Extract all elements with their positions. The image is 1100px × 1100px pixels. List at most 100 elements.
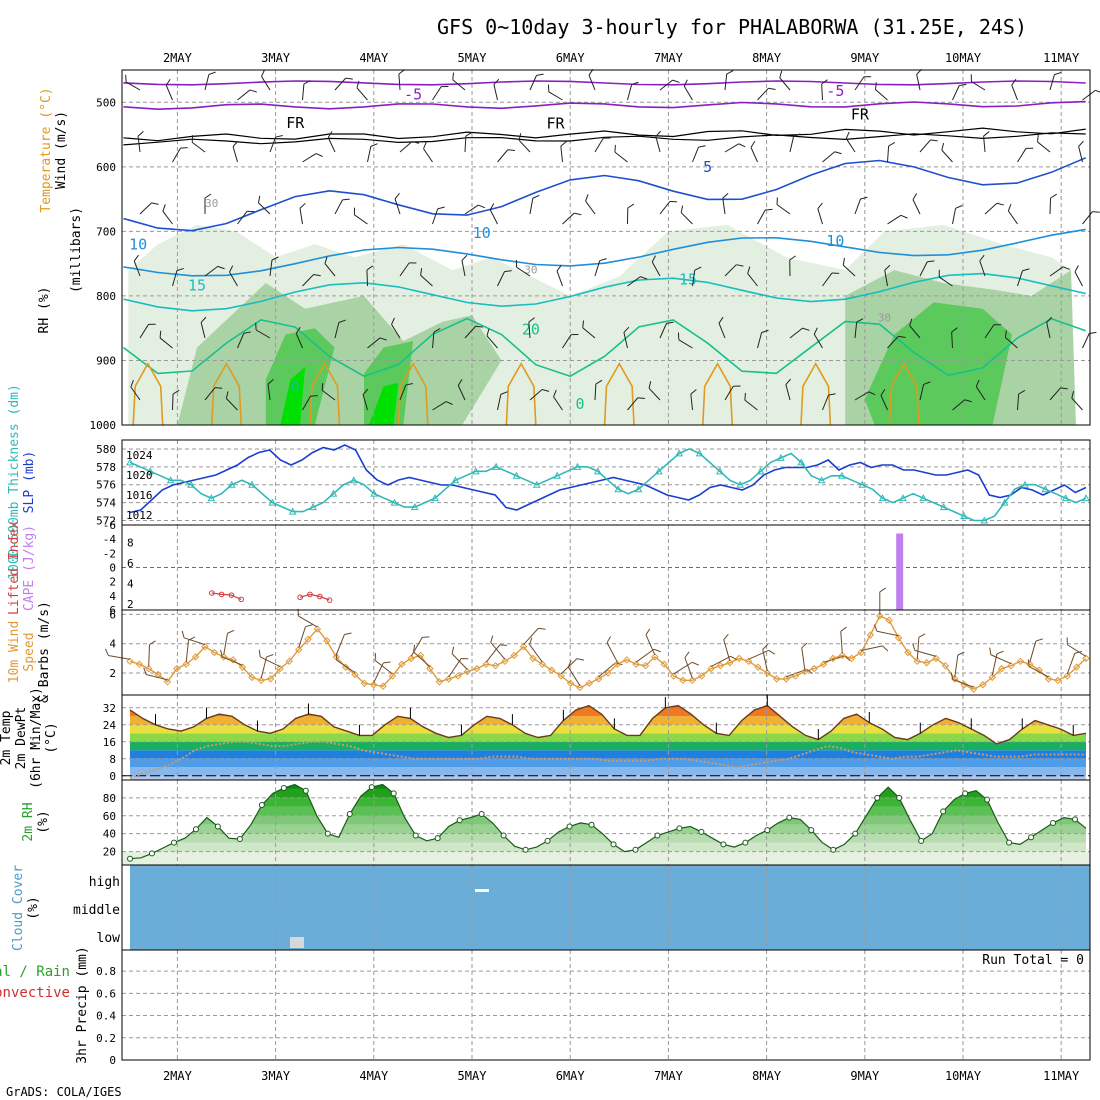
thickness-point: [207, 494, 216, 502]
li-point: [228, 592, 235, 598]
wind-barb-flag: [1004, 330, 1007, 338]
cloud-tick-label: low: [97, 931, 121, 946]
temp-contour--5: [123, 100, 1086, 111]
sfc-wind-barb: [1027, 659, 1049, 678]
wind-barb-shaft: [560, 146, 563, 163]
wind-barb-flag: [165, 78, 171, 86]
sfc-wind-barb-shaft: [221, 656, 243, 666]
thickness-point: [756, 467, 765, 475]
date-label-top: 3MAY: [261, 51, 291, 65]
thickness-point: [919, 494, 928, 502]
wind-speed-point: [304, 635, 312, 644]
y-tick-label: 8: [109, 753, 116, 766]
sfc-wind-barb-shaft: [762, 649, 768, 672]
sfc-wind-barb-flag: [576, 658, 585, 661]
li-point: [218, 591, 225, 598]
wind-barb-shaft: [938, 276, 953, 287]
wind-barb-shaft: [594, 138, 604, 153]
wind-barb: [1037, 134, 1051, 153]
wind-speed-point: [641, 661, 650, 670]
sfc-wind-barb-flag: [374, 653, 377, 661]
panel-axis-label: (°C): [44, 722, 59, 753]
wind-barb-shaft: [822, 394, 829, 411]
wind-barb-flag: [338, 319, 346, 323]
wind-barb-shaft: [137, 136, 141, 153]
rh-point: [588, 821, 595, 828]
wind-barb-shaft: [757, 209, 766, 225]
rh-point: [280, 785, 287, 792]
thickness-point: [573, 462, 582, 470]
wind-speed-point: [519, 642, 528, 651]
wind-barb-shaft: [1007, 210, 1018, 225]
wind-barb-shaft: [627, 276, 641, 287]
date-label-bottom: 9MAY: [850, 1069, 880, 1083]
y-tick-label: 0.6: [96, 987, 116, 1000]
wind-barb: [659, 200, 678, 215]
wind-speed-point: [660, 660, 668, 668]
wind-barb-shaft: [1082, 333, 1090, 349]
rh-point: [324, 830, 331, 837]
sfc-wind-barb-shaft: [840, 631, 843, 654]
date-label-bottom: 4MAY: [359, 1069, 389, 1083]
sfc-wind-barb-flag: [1027, 659, 1030, 667]
wind-barb-shaft: [299, 208, 303, 225]
wind-barb-shaft: [489, 209, 498, 225]
wind-barb-flag: [923, 381, 931, 385]
wind-barb: [237, 331, 251, 349]
contour-label: -5: [826, 82, 844, 100]
wind-barb-flag: [366, 265, 374, 271]
wind-barb-flag: [461, 254, 468, 261]
date-label-bottom: 3MAY: [261, 1069, 291, 1083]
wind-barb-flag: [215, 387, 223, 389]
wind-barb-shaft: [423, 148, 433, 163]
wind-barb: [722, 192, 729, 215]
wind-barb-shaft: [757, 87, 769, 101]
wind-barb-shaft: [952, 399, 966, 411]
wind-barb-shaft: [776, 204, 791, 215]
sfc-wind-barb-shaft: [1067, 644, 1087, 657]
wind-barb-shaft: [529, 198, 534, 215]
sfc-wind-barb-shaft: [673, 661, 693, 675]
thickness-point: [553, 471, 561, 479]
wind-barb: [724, 143, 746, 153]
wind-barb: [887, 214, 908, 225]
wind-barb-flag: [303, 80, 311, 85]
wind-speed-point: [969, 685, 978, 693]
thickness-point: [309, 503, 317, 511]
temp-band: [130, 758, 1086, 768]
contour-label: 5: [703, 158, 712, 176]
wind-barb-flag: [541, 389, 550, 392]
wind-barb-shaft: [744, 399, 758, 411]
sfc-wind-barb: [485, 644, 507, 663]
rh-point: [742, 839, 749, 846]
wind-barb-shaft: [585, 200, 596, 215]
panel-axis-label: 2m DewPt: [14, 707, 29, 770]
wind-barb: [594, 258, 607, 277]
wind-barb-shaft: [562, 334, 572, 349]
wind-barb-shaft: [651, 261, 661, 277]
wind-barb-flag: [627, 203, 635, 209]
sfc-wind-barb: [684, 651, 693, 679]
temp-band: [130, 767, 1086, 776]
wind-barb-flag: [1022, 268, 1030, 272]
rh-line: [129, 783, 1087, 860]
wind-barb: [1046, 316, 1053, 339]
thickness-point: [899, 494, 907, 502]
wind-barb: [464, 325, 483, 339]
wind-barb-shaft: [975, 386, 986, 401]
sfc-wind-barb: [723, 633, 731, 661]
contour-label: FR: [286, 114, 305, 132]
sfc-wind-barb-shaft: [567, 666, 581, 686]
wind-barb-shaft: [854, 391, 869, 401]
wind-barb-flag: [677, 332, 680, 340]
wind-speed-point: [1063, 672, 1071, 680]
wind-barb: [750, 141, 758, 163]
li-point: [238, 596, 245, 603]
sfc-wind-barb: [1029, 638, 1043, 663]
wind-barb-shaft: [588, 74, 596, 91]
footer-credit: GrADS: COLA/IGES: [6, 1085, 122, 1099]
wind-speed-point: [379, 682, 387, 690]
precip-legend-convective: Convective: [0, 985, 70, 1001]
wind-barb-flag: [356, 80, 360, 89]
